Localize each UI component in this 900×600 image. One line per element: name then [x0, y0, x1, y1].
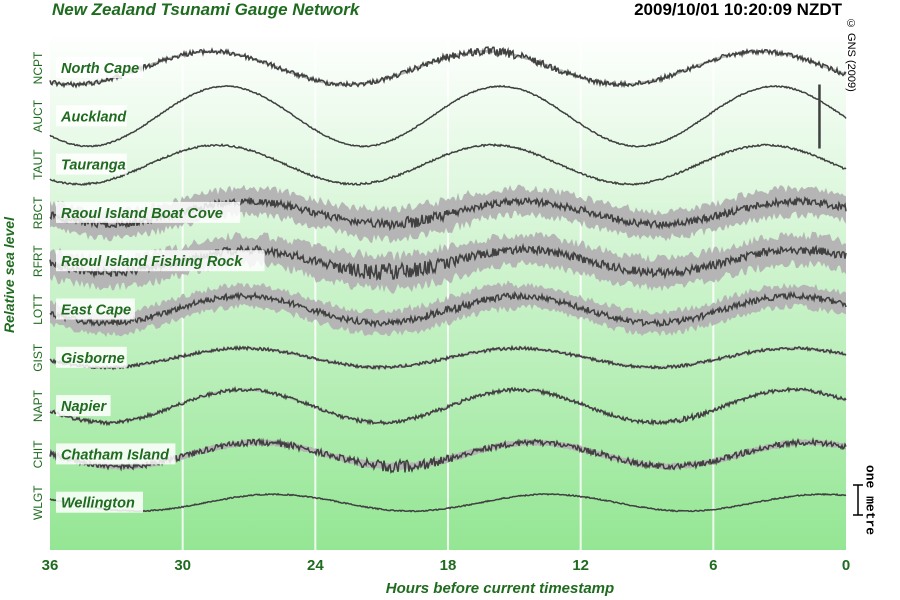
x-tick-label: 18 [440, 557, 457, 574]
station-name: Raoul Island Boat Cove [61, 206, 223, 222]
sea-level-line [49, 492, 847, 513]
station-label: Wellington [56, 491, 143, 513]
sea-level-line [49, 436, 847, 474]
current-timestamp: 2009/10/01 10:20:09 NZDT [634, 0, 842, 19]
trace-auct [49, 84, 847, 149]
station-label-box [56, 491, 143, 513]
station-code: LOTT [31, 293, 45, 324]
station-name: Chatham Island [61, 447, 170, 463]
station-code: WLGT [31, 485, 45, 520]
station-code: TAUT [31, 149, 45, 180]
sea-level-line [49, 290, 847, 329]
station-label: Chatham Island [56, 443, 176, 465]
trace-napt [49, 385, 847, 427]
station-name: Gisborne [61, 351, 125, 367]
station-code: CHIT [31, 440, 45, 469]
station-name: Auckland [60, 109, 127, 125]
station-label-box [56, 298, 135, 320]
station-label-box [56, 153, 127, 175]
gauge-traces [49, 46, 847, 513]
station-label: Tauranga [56, 153, 127, 175]
x-axis-label: Hours before current timestamp [385, 580, 615, 597]
sea-level-line [49, 84, 847, 148]
one-metre-scale-bar [853, 484, 863, 516]
sea-level-line [49, 344, 847, 371]
station-label: North Cape [56, 57, 143, 78]
station-label-box [56, 443, 176, 465]
x-tick-label: 30 [174, 557, 191, 574]
chart-title: New Zealand Tsunami Gauge Network [52, 0, 360, 19]
x-tick-label: 12 [572, 557, 589, 574]
copyright-notice: © GNS (2009) [845, 18, 857, 92]
trace-taut [49, 143, 847, 186]
station-name: Napier [61, 399, 107, 415]
x-tick-label: 24 [307, 557, 324, 574]
station-label-box [56, 346, 127, 368]
station-label-box [56, 57, 143, 78]
y-axis-label: Relative sea level [1, 217, 17, 333]
x-axis-ticks: 36 30 24 18 12 6 0 [42, 557, 851, 574]
sea-level-line [49, 46, 847, 89]
station-label: Raoul Island Fishing Rock [56, 250, 265, 272]
station-name: East Cape [61, 303, 131, 319]
x-tick-label: 6 [709, 557, 717, 574]
trace-wlgt [49, 492, 847, 513]
station-label: Auckland [56, 105, 127, 127]
trace-ncpt [49, 46, 847, 89]
scale-bar-label: one metre [862, 464, 878, 536]
station-code-labels: NCPT AUCT TAUT RBCT RFRT LOTT GIST NAPT CHIT WLGT [31, 51, 45, 520]
station-name: Raoul Island Fishing Rock [61, 254, 243, 270]
station-name: Tauranga [61, 158, 126, 174]
grid-lines [181, 30, 715, 550]
station-code: AUCT [31, 99, 45, 132]
y-axis-label-box: Relative sea level [0, 200, 18, 350]
station-code: GIST [31, 343, 45, 372]
noise-band [50, 438, 846, 471]
station-label: Napier [56, 395, 111, 417]
station-code: NAPT [31, 389, 45, 422]
scale-label-box: one metre [862, 460, 878, 540]
station-label-box [56, 250, 265, 272]
trace-chit [49, 436, 847, 474]
trace-lott [49, 280, 847, 337]
station-label-box [56, 395, 111, 417]
station-code: RBCT [31, 196, 45, 229]
trace-gist [49, 344, 847, 371]
station-label: East Cape [56, 298, 135, 320]
x-tick-label: 36 [42, 557, 59, 574]
station-name: North Cape [61, 61, 139, 77]
station-labels: North Cape Auckland Tauranga Raoul Island B… [56, 57, 265, 513]
station-name: Wellington [61, 496, 135, 512]
x-tick-label: 0 [842, 557, 850, 574]
station-code: RFRT [31, 245, 45, 277]
station-label-box [56, 105, 127, 127]
station-label: Gisborne [56, 346, 127, 368]
station-label-box [56, 201, 241, 223]
station-code: NCPT [31, 51, 45, 84]
station-label: Raoul Island Boat Cove [56, 201, 241, 223]
sea-level-line [49, 143, 847, 186]
sea-level-line [49, 385, 847, 427]
